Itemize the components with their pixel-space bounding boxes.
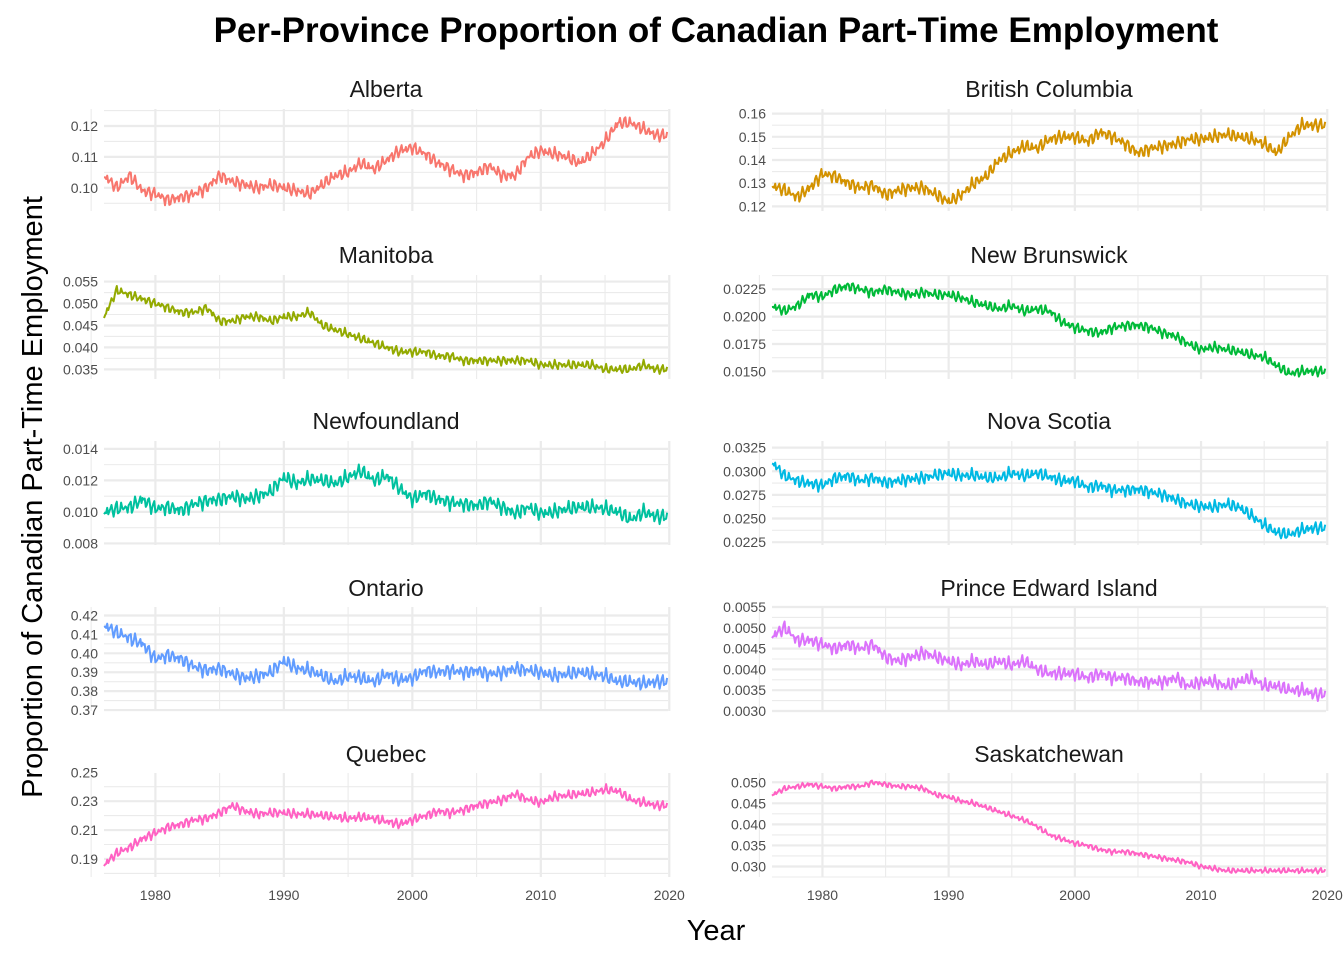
y-tick-label: 0.0200 <box>723 309 766 325</box>
x-tick-label: 2010 <box>1185 887 1216 903</box>
y-tick-label: 0.0030 <box>723 703 766 719</box>
y-tick-label: 0.014 <box>63 441 98 457</box>
facet-title: Saskatchewan <box>974 741 1124 767</box>
series-line-quebec <box>103 783 669 867</box>
y-tick-label: 0.23 <box>71 793 98 809</box>
y-tick-label: 0.0055 <box>723 599 766 615</box>
y-tick-label: 0.045 <box>63 317 98 333</box>
y-tick-label: 0.040 <box>63 339 98 355</box>
y-tick-label: 0.045 <box>731 795 766 811</box>
y-tick-label: 0.39 <box>71 664 98 680</box>
panel-manitoba: 0.035 0.040 0.045 0.050 0.055 Manitoba <box>63 242 671 379</box>
x-tick-label: 2020 <box>654 887 685 903</box>
y-tick-label: 0.035 <box>63 361 98 377</box>
panel-ontario: 0.37 0.38 0.39 0.40 0.41 0.42 Ontario <box>71 575 671 718</box>
x-tick-label: 1990 <box>933 887 964 903</box>
y-tick-label: 0.0325 <box>723 440 766 456</box>
panel-saskatchewan: 0.030 0.035 0.040 0.045 0.050 1980 1990 2000 201… <box>731 741 1343 903</box>
series-line-prince-edward-island <box>771 620 1327 702</box>
series-line-alberta <box>103 116 669 207</box>
y-tick-label: 0.030 <box>731 858 766 874</box>
y-tick-label: 0.0225 <box>723 281 766 297</box>
x-tick-label: 2000 <box>1059 887 1090 903</box>
y-tick-label: 0.0035 <box>723 682 766 698</box>
panel-new-brunswick: 0.0150 0.0175 0.0200 0.0225 New Brunswick <box>723 242 1329 379</box>
y-tick-label: 0.050 <box>63 296 98 312</box>
y-tick-label: 0.10 <box>71 180 98 196</box>
facet-title: New Brunswick <box>970 242 1128 268</box>
y-tick-label: 0.0225 <box>723 534 766 550</box>
y-tick-label: 0.16 <box>739 106 766 122</box>
panel-alberta: 0.10 0.11 0.12 Alberta <box>71 76 671 211</box>
y-axis-title: Proportion of Canadian Part-Time Employm… <box>17 196 49 798</box>
y-tick-label: 0.19 <box>71 851 98 867</box>
y-tick-label: 0.12 <box>739 198 766 214</box>
facet-title: Manitoba <box>339 242 434 268</box>
y-tick-label: 0.012 <box>63 472 98 488</box>
series-line-manitoba <box>103 285 669 375</box>
panel-british-columbia: 0.12 0.13 0.14 0.15 0.16 British Columbia <box>739 76 1329 214</box>
panel-prince-edward-island: 0.0030 0.0035 0.0040 0.0045 0.0050 0.0055 Prin… <box>723 575 1329 719</box>
x-tick-label: 2020 <box>1312 887 1343 903</box>
panel-quebec: 0.19 0.21 0.23 0.25 1980 1990 2000 2010 2020 Queb… <box>71 741 685 903</box>
chart-title: Per-Province Proportion of Canadian Part… <box>214 11 1219 50</box>
y-tick-label: 0.11 <box>72 149 98 165</box>
y-tick-label: 0.050 <box>731 774 766 790</box>
x-tick-label: 1980 <box>807 887 838 903</box>
panel-newfoundland: 0.008 0.010 0.012 0.014 Newfoundland <box>63 408 671 551</box>
series-line-saskatchewan <box>771 779 1327 875</box>
y-tick-label: 0.0175 <box>723 336 766 352</box>
facet-title: Newfoundland <box>312 408 459 434</box>
y-tick-label: 0.0250 <box>723 511 766 527</box>
x-tick-label: 1980 <box>140 887 171 903</box>
y-tick-label: 0.15 <box>739 129 766 145</box>
y-tick-label: 0.035 <box>731 837 766 853</box>
facet-title: Nova Scotia <box>987 408 1111 434</box>
y-tick-label: 0.13 <box>739 175 766 191</box>
y-tick-label: 0.41 <box>71 626 98 642</box>
y-tick-label: 0.38 <box>71 683 98 699</box>
y-tick-label: 0.008 <box>63 535 98 551</box>
facet-title: Quebec <box>346 741 427 767</box>
y-tick-label: 0.40 <box>71 645 98 661</box>
series-line-ontario <box>103 622 669 691</box>
x-tick-label: 2000 <box>397 887 428 903</box>
series-line-nova-scotia <box>771 461 1327 540</box>
y-tick-label: 0.37 <box>71 702 98 718</box>
facet-title: Ontario <box>348 575 423 601</box>
y-tick-label: 0.0275 <box>723 487 766 503</box>
x-tick-label: 2010 <box>525 887 556 903</box>
y-tick-label: 0.040 <box>731 816 766 832</box>
y-tick-label: 0.12 <box>71 118 98 134</box>
facet-title: British Columbia <box>965 76 1133 102</box>
y-tick-label: 0.21 <box>71 822 98 838</box>
series-line-new-brunswick <box>771 282 1327 378</box>
y-tick-label: 0.25 <box>71 764 98 780</box>
facet-title: Alberta <box>350 76 423 102</box>
y-tick-label: 0.0045 <box>723 641 766 657</box>
x-axis-title: Year <box>687 915 746 947</box>
y-tick-label: 0.42 <box>71 608 98 624</box>
x-tick-label: 1990 <box>268 887 299 903</box>
y-tick-label: 0.0150 <box>723 363 766 379</box>
series-line-newfoundland <box>103 463 669 526</box>
y-tick-label: 0.0040 <box>723 661 766 677</box>
y-tick-label: 0.14 <box>739 152 766 168</box>
y-tick-label: 0.0050 <box>723 620 766 636</box>
panel-nova-scotia: 0.0225 0.0250 0.0275 0.0300 0.0325 Nova Scoti… <box>723 408 1329 550</box>
y-tick-label: 0.0300 <box>723 463 766 479</box>
facet-title: Prince Edward Island <box>940 575 1157 601</box>
series-line-british-columbia <box>771 116 1327 205</box>
y-tick-label: 0.010 <box>63 504 98 520</box>
facet-panels: 0.10 0.11 0.12 Alberta 0.12 0.13 0.14 0.15 0.16 B… <box>63 76 1343 903</box>
y-tick-label: 0.055 <box>63 274 98 290</box>
